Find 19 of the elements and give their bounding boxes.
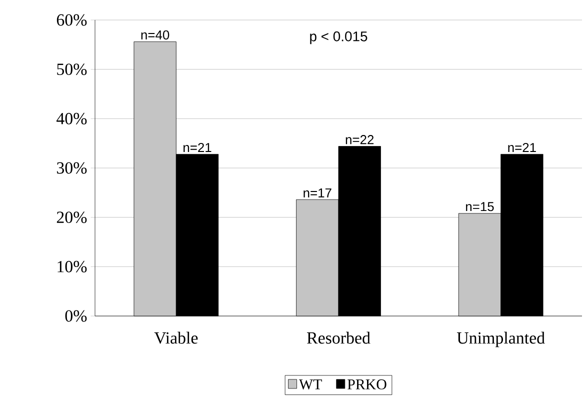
- legend-label: PRKO: [348, 379, 386, 390]
- x-tick-label: Viable: [154, 332, 198, 344]
- y-tick-label: 50%: [57, 64, 87, 76]
- annotation: n=21: [184, 142, 212, 152]
- y-tick-label: 20%: [56, 212, 87, 224]
- legend-label: WT: [298, 379, 322, 390]
- annotation: n=22: [346, 135, 374, 144]
- y-tick-label: 0%: [65, 310, 87, 322]
- y-tick-label: 30%: [56, 162, 87, 174]
- x-tick-label: Resorbed: [307, 332, 370, 344]
- annotation: n=17: [304, 188, 332, 198]
- y-tick-label: 40%: [56, 112, 87, 124]
- y-tick-label: 60%: [56, 14, 87, 26]
- y-tick-label: 10%: [58, 260, 87, 272]
- annotation: n=21: [508, 142, 536, 152]
- annotation: n=15: [466, 202, 494, 212]
- annotation: n=40: [141, 30, 170, 40]
- annotation: p < 0.015: [310, 31, 368, 44]
- x-tick-label: Unimplanted: [456, 332, 545, 348]
